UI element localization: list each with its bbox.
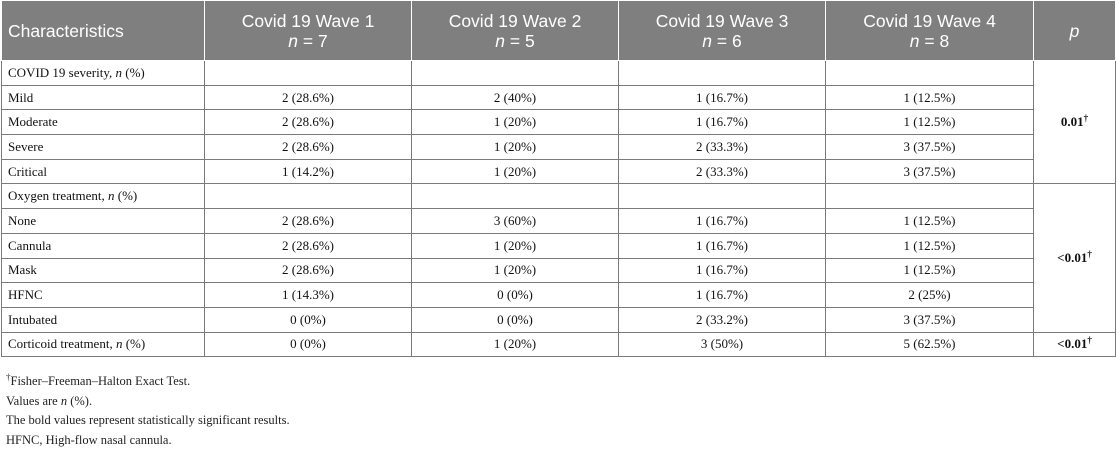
header-wave-1-title: Covid 19 Wave 1 [211,11,405,31]
table-row: Mild 2 (28.6%) 2 (40%) 1 (16.7%) 1 (12.5… [2,85,1116,110]
row-label: Intubated [2,307,205,332]
cell-value: 0 (0%) [205,307,412,332]
results-table: Characteristics Covid 19 Wave 1 n = 7 Co… [1,0,1116,357]
cell-value: 1 (12.5%) [826,258,1034,283]
row-label: None [2,209,205,234]
section-label-severity: COVID 19 severity, n (%) [2,61,205,86]
p-value-corticoid: <0.01† [1034,332,1116,357]
cell-value: 3 (50%) [619,332,826,357]
cell-value: 2 (28.6%) [205,110,412,135]
cell-value: 0 (0%) [412,307,619,332]
cell-value: 1 (20%) [412,332,619,357]
header-wave-1: Covid 19 Wave 1 n = 7 [205,1,412,61]
cell-value: 1 (16.7%) [619,233,826,258]
cell-value: 1 (14.2%) [205,159,412,184]
cell-value: 2 (40%) [412,85,619,110]
table-row: Mask 2 (28.6%) 1 (20%) 1 (16.7%) 1 (12.5… [2,258,1116,283]
cell-value: 1 (12.5%) [826,85,1034,110]
footnote-hfnc: HFNC, High-flow nasal cannula. [6,431,290,450]
cell-value: 1 (20%) [412,159,619,184]
header-wave-4-n: n = 8 [832,31,1027,51]
cell-value: 2 (33.2%) [619,307,826,332]
header-wave-3-title: Covid 19 Wave 3 [625,11,819,31]
empty-cell [619,184,826,209]
cell-value: 1 (14.3%) [205,283,412,308]
cell-value: 2 (25%) [826,283,1034,308]
cell-value: 0 (0%) [205,332,412,357]
p-value-severity: 0.01† [1034,61,1116,184]
cell-value: 2 (33.3%) [619,159,826,184]
table-row: None 2 (28.6%) 3 (60%) 1 (16.7%) 1 (12.5… [2,209,1116,234]
cell-value: 3 (37.5%) [826,135,1034,160]
cell-value: 1 (16.7%) [619,258,826,283]
cell-value: 2 (28.6%) [205,85,412,110]
empty-cell [412,184,619,209]
cell-value: 2 (28.6%) [205,209,412,234]
cell-value: 1 (12.5%) [826,233,1034,258]
cell-value: 1 (20%) [412,110,619,135]
footnote-test: †Fisher–Freeman–Halton Exact Test. [6,372,290,392]
section-row-oxygen: Oxygen treatment, n (%) <0.01† [2,184,1116,209]
p-value-oxygen: <0.01† [1034,184,1116,332]
cell-value: 2 (28.6%) [205,233,412,258]
cell-value: 2 (28.6%) [205,135,412,160]
section-row-corticoid: Corticoid treatment, n (%) 0 (0%) 1 (20%… [2,332,1116,357]
empty-cell [205,184,412,209]
empty-cell [205,61,412,86]
cell-value: 0 (0%) [412,283,619,308]
cell-value: 3 (37.5%) [826,159,1034,184]
header-wave-2-title: Covid 19 Wave 2 [418,11,612,31]
table-row: Cannula 2 (28.6%) 1 (20%) 1 (16.7%) 1 (1… [2,233,1116,258]
table-row: Critical 1 (14.2%) 1 (20%) 2 (33.3%) 3 (… [2,159,1116,184]
footnote-bold: The bold values represent statistically … [6,411,290,431]
row-label: HFNC [2,283,205,308]
cell-value: 1 (12.5%) [826,209,1034,234]
cell-value: 1 (12.5%) [826,110,1034,135]
section-row-severity: COVID 19 severity, n (%) 0.01† [2,61,1116,86]
row-label: Critical [2,159,205,184]
section-label-oxygen: Oxygen treatment, n (%) [2,184,205,209]
cell-value: 2 (33.3%) [619,135,826,160]
cell-value: 1 (16.7%) [619,209,826,234]
section-label-corticoid: Corticoid treatment, n (%) [2,332,205,357]
table-row: Moderate 2 (28.6%) 1 (20%) 1 (16.7%) 1 (… [2,110,1116,135]
header-row: Characteristics Covid 19 Wave 1 n = 7 Co… [2,1,1116,61]
cell-value: 1 (16.7%) [619,85,826,110]
empty-cell [412,61,619,86]
header-p: p [1034,1,1116,61]
header-wave-2: Covid 19 Wave 2 n = 5 [412,1,619,61]
header-wave-2-n: n = 5 [418,31,612,51]
table-row: HFNC 1 (14.3%) 0 (0%) 1 (16.7%) 2 (25%) [2,283,1116,308]
header-wave-4-title: Covid 19 Wave 4 [832,11,1027,31]
cell-value: 1 (16.7%) [619,110,826,135]
cell-value: 3 (60%) [412,209,619,234]
cell-value: 1 (16.7%) [619,283,826,308]
empty-cell [619,61,826,86]
cell-value: 5 (62.5%) [826,332,1034,357]
table-row: Severe 2 (28.6%) 1 (20%) 2 (33.3%) 3 (37… [2,135,1116,160]
header-wave-3: Covid 19 Wave 3 n = 6 [619,1,826,61]
header-wave-1-n: n = 7 [211,31,405,51]
header-wave-4: Covid 19 Wave 4 n = 8 [826,1,1034,61]
row-label: Mask [2,258,205,283]
cell-value: 1 (20%) [412,258,619,283]
table-footnotes: †Fisher–Freeman–Halton Exact Test. Value… [6,372,290,450]
cell-value: 3 (37.5%) [826,307,1034,332]
row-label: Severe [2,135,205,160]
row-label: Cannula [2,233,205,258]
header-characteristics: Characteristics [2,1,205,61]
empty-cell [826,184,1034,209]
table-row: Intubated 0 (0%) 0 (0%) 2 (33.2%) 3 (37.… [2,307,1116,332]
footnote-values: Values are n (%). [6,392,290,412]
cell-value: 1 (20%) [412,233,619,258]
header-wave-3-n: n = 6 [625,31,819,51]
cell-value: 1 (20%) [412,135,619,160]
row-label: Moderate [2,110,205,135]
row-label: Mild [2,85,205,110]
empty-cell [826,61,1034,86]
cell-value: 2 (28.6%) [205,258,412,283]
